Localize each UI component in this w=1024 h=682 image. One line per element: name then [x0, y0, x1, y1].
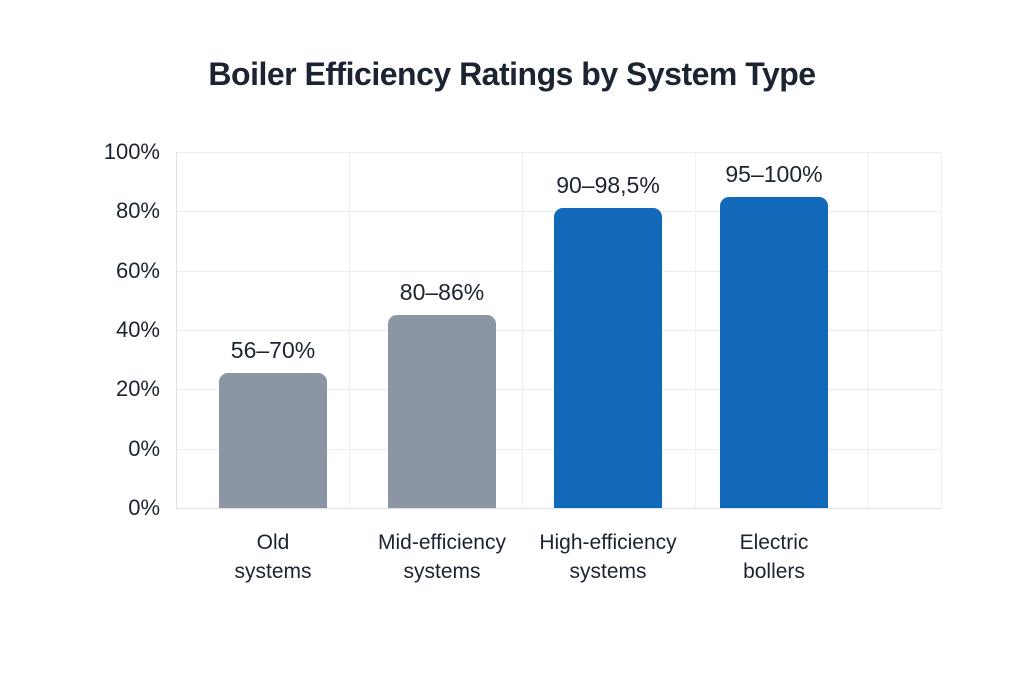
x-category-line1: High-efficiency: [539, 531, 677, 554]
bar-3: [554, 208, 662, 508]
x-category-label: Mid-efficiency systems: [332, 528, 552, 586]
x-category-label: High-efficiency systems: [498, 528, 718, 586]
vertical-gridline: [868, 152, 869, 508]
x-category-line2: systems: [234, 560, 312, 583]
y-tick-label: 0%: [128, 435, 160, 461]
plot-area: 56–70% 80–86% 90–98,5% 95–100%: [176, 152, 942, 509]
bar-value-label: 90–98,5%: [556, 172, 660, 198]
y-tick-label: 20%: [115, 376, 160, 402]
x-category-label: Electric bollers: [664, 528, 884, 586]
y-tick-label: 100%: [103, 139, 160, 164]
x-category-line2: systems: [403, 560, 481, 583]
y-axis-line: [176, 152, 177, 508]
y-tick-label: 40%: [115, 317, 160, 342]
x-category-label: Old systems: [163, 528, 383, 586]
bar-value-label: 95–100%: [725, 161, 823, 187]
x-category-line2: bollers: [743, 560, 805, 583]
bar-value-label: 80–86%: [399, 279, 485, 305]
bar-4: [720, 197, 828, 508]
y-tick-label: 60%: [115, 257, 160, 283]
vertical-gridline: [522, 152, 523, 508]
vertical-gridline: [695, 152, 696, 508]
vertical-gridline: [941, 152, 942, 508]
x-category-line1: Electric: [739, 531, 809, 554]
bar-value-label: 56–70%: [230, 337, 316, 363]
bar-1: [219, 373, 327, 508]
bar-2: [388, 315, 496, 508]
y-tick-label: 0%: [128, 495, 160, 520]
horizontal-gridline: [176, 152, 941, 153]
x-category-line1: Mid-efficiency: [378, 531, 506, 554]
y-tick-label: 80%: [115, 198, 160, 224]
x-category-line2: systems: [569, 560, 647, 583]
vertical-gridline: [349, 152, 350, 508]
chart-title: Boiler Efficiency Ratings by System Type: [208, 56, 816, 92]
x-axis-line: [176, 508, 941, 509]
x-category-line1: Old: [256, 531, 290, 554]
